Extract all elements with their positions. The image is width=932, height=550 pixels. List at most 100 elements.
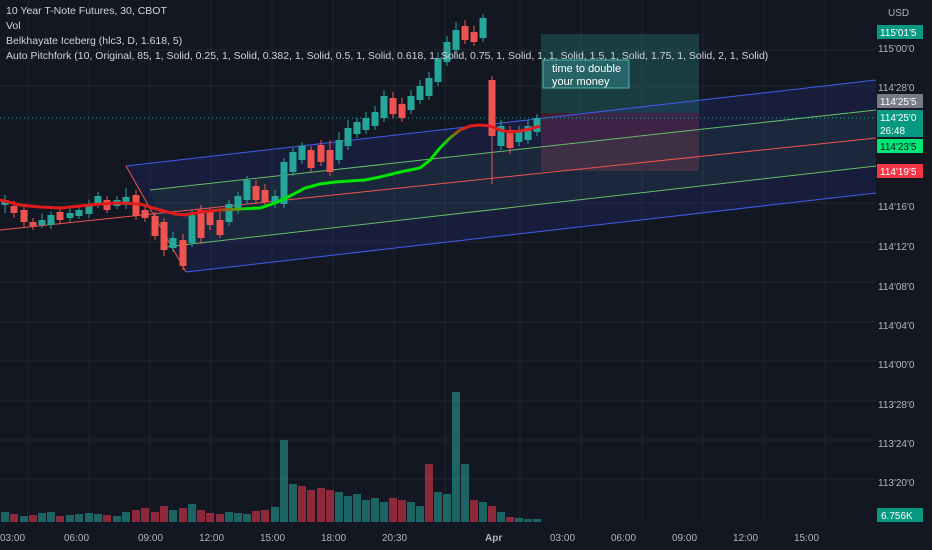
candle-body [452, 30, 460, 50]
volume-bar [298, 486, 306, 522]
stop-zone[interactable] [541, 113, 699, 171]
price-tag [877, 25, 923, 39]
volume-bar [216, 514, 224, 522]
price-axis-label: 113'28'0 [878, 400, 915, 411]
candle-body [66, 213, 74, 218]
legend-iceberg[interactable]: Belkhayate Iceberg (hlc3, D, 1.618, 5) [6, 35, 183, 47]
legend-volume[interactable]: Vol [6, 20, 21, 32]
candle-body [56, 212, 64, 220]
volume-bar [66, 515, 74, 522]
candle-body [122, 197, 130, 205]
price-tag-label: 114'23'5 [880, 142, 917, 153]
candle-body [398, 104, 406, 118]
candle-body [443, 42, 451, 62]
note-line-2: your money [552, 76, 610, 88]
volume-bar [344, 496, 352, 522]
candle-body [169, 238, 177, 248]
volume-bar [234, 513, 242, 522]
volume-bar [38, 513, 46, 522]
candle-body [389, 98, 397, 114]
volume-tag-label: 6.756K [881, 511, 913, 522]
candle-body [344, 128, 352, 146]
candle-body [524, 126, 532, 140]
candle-body [132, 195, 140, 216]
pitchfork-lower-inner-line[interactable] [164, 165, 877, 248]
candle-body [225, 204, 233, 222]
candle-body [470, 32, 478, 42]
candle-body [407, 96, 415, 110]
price-tag [877, 110, 923, 124]
candle-body [497, 126, 505, 146]
volume-bar [280, 440, 288, 522]
candle-body [416, 86, 424, 100]
candle-body [335, 140, 343, 160]
price-axis-label: 114'28'0 [878, 83, 915, 94]
volume-bar [169, 510, 177, 522]
price-tag-label: 115'01'5 [880, 28, 917, 39]
volume-bar [371, 498, 379, 522]
price-tag [877, 123, 923, 137]
volume-bars[interactable] [1, 392, 541, 522]
time-axis-label: 06:00 [611, 533, 636, 544]
price-tag-label: 114'19'5 [880, 167, 917, 178]
volume-bar [488, 506, 496, 522]
price-tag-label: 114'25'5 [880, 97, 917, 108]
price-axis-label: 114'00'0 [878, 360, 915, 371]
price-tag [877, 164, 923, 178]
candlesticks[interactable] [1, 14, 541, 270]
volume-bar [75, 514, 83, 522]
volume-bar [380, 502, 388, 522]
volume-bar [289, 484, 297, 522]
legend-pitchfork[interactable]: Auto Pitchfork (10, Original, 85, 1, Sol… [6, 50, 769, 62]
candle-body [85, 204, 93, 214]
pitchfork[interactable] [0, 79, 877, 273]
volume-bar [243, 514, 251, 522]
volume-bar [261, 510, 269, 522]
candle-body [298, 146, 306, 160]
candle-body [461, 26, 469, 40]
candle-body [75, 210, 83, 216]
price-tag-label: 26:48 [880, 126, 905, 137]
legend-symbol[interactable]: 10 Year T-Note Futures, 30, CBOT [6, 5, 167, 17]
currency-label: USD [888, 8, 909, 19]
volume-bar [132, 510, 140, 522]
pitchfork-upper-inner-line[interactable] [149, 109, 877, 191]
volume-bar [470, 500, 478, 522]
time-axis-label: 06:00 [64, 533, 89, 544]
grid-lines [0, 0, 876, 522]
candle-body [179, 240, 187, 266]
volume-bar [353, 494, 361, 522]
time-axis-label: 12:00 [733, 533, 758, 544]
candle-body [94, 196, 102, 204]
time-axis[interactable]: 03:00 06:00 09:00 12:00 15:00 18:00 20:30 Apr 03… [0, 522, 876, 550]
volume-bar [524, 519, 532, 522]
note-label[interactable]: time to double your money [542, 59, 630, 89]
candle-body [216, 220, 224, 235]
volume-bar [317, 488, 325, 522]
candle-body [506, 130, 514, 148]
price-axis-label: 114'12'0 [878, 242, 915, 253]
candle-body [47, 215, 55, 225]
pitchfork-inner-fill [150, 110, 876, 247]
volume-bar [407, 502, 415, 522]
time-axis-label: 20:30 [382, 533, 407, 544]
candle-body [261, 190, 269, 202]
volume-bar [197, 510, 205, 522]
volume-bar [141, 508, 149, 522]
belkhayate-iceberg-line[interactable] [0, 123, 541, 217]
candle-body [20, 210, 28, 222]
candle-body [488, 80, 496, 136]
volume-bar [113, 516, 121, 522]
candle-body [280, 162, 288, 204]
volume-bar [461, 464, 469, 522]
pitchfork-lower-line[interactable] [185, 192, 877, 273]
time-axis-label: 03:00 [550, 533, 575, 544]
volume-bar [497, 512, 505, 522]
price-axis[interactable]: USD 115'00'0 114'28'0 114'16'0 114'12'0 114'… [876, 0, 932, 522]
candle-body [479, 18, 487, 38]
price-tag [877, 139, 923, 153]
volume-bar [506, 517, 514, 522]
volume-bar [389, 498, 397, 522]
pitchfork-channel-fill [126, 80, 876, 272]
